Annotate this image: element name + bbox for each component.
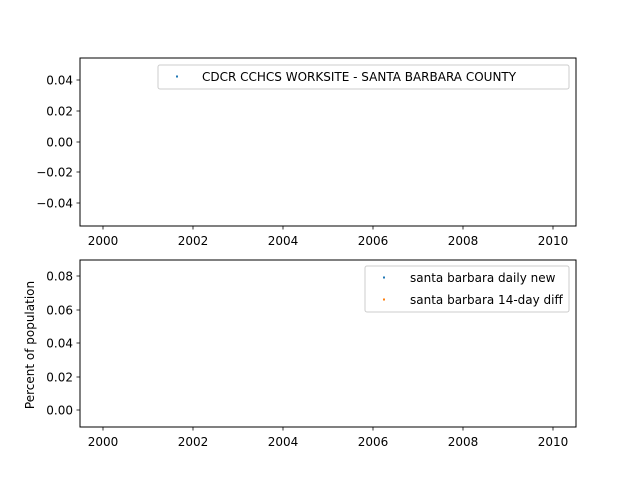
top-y-tick-label: −0.04 (36, 197, 73, 211)
bottom-legend-label-14-day-diff: santa barbara 14-day diff (410, 293, 563, 307)
bottom-y-tick-label: 0.08 (46, 270, 73, 284)
bottom-x-tick-label: 2004 (268, 435, 299, 449)
bottom-chart: 0.08 0.06 0.04 0.02 0.00 Percent of popu… (23, 259, 577, 449)
bottom-y-tick-label: 0.02 (46, 371, 73, 385)
bottom-legend-marker-daily-new (383, 276, 385, 279)
bottom-x-tick-label: 2002 (178, 435, 209, 449)
bottom-legend: santa barbara daily new santa barbara 14… (364, 265, 570, 313)
top-x-tick-label: 2008 (448, 234, 479, 248)
top-y-axis: 0.04 0.02 0.00 −0.02 −0.04 (36, 74, 80, 211)
top-y-tick-label: 0.02 (46, 105, 73, 119)
top-x-tick-label: 2006 (358, 234, 389, 248)
top-y-tick-label: 0.00 (46, 136, 73, 150)
bottom-legend-label-daily-new: santa barbara daily new (410, 271, 556, 285)
bottom-x-tick-label: 2010 (538, 435, 569, 449)
top-legend-label: CDCR CCHCS WORKSITE - SANTA BARBARA COUN… (202, 70, 517, 84)
top-y-tick-label: −0.02 (36, 166, 73, 180)
bottom-legend-box (364, 265, 570, 313)
top-legend-box (157, 64, 570, 90)
top-legend: CDCR CCHCS WORKSITE - SANTA BARBARA COUN… (157, 64, 570, 90)
top-y-tick-label: 0.04 (46, 74, 73, 88)
bottom-x-tick-label: 2008 (448, 435, 479, 449)
top-chart: 0.04 0.02 0.00 −0.02 −0.04 2000 2002 200… (36, 57, 577, 248)
top-legend-marker (176, 75, 178, 78)
bottom-x-tick-label: 2000 (88, 435, 119, 449)
bottom-y-axis: 0.08 0.06 0.04 0.02 0.00 (46, 270, 80, 418)
bottom-x-axis: 2000 2002 2004 2006 2008 2010 (88, 427, 569, 449)
bottom-y-tick-label: 0.06 (46, 304, 73, 318)
top-x-tick-label: 2010 (538, 234, 569, 248)
bottom-y-tick-label: 0.00 (46, 404, 73, 418)
bottom-legend-marker-14-day-diff (383, 298, 385, 301)
top-x-tick-label: 2000 (88, 234, 119, 248)
top-x-axis: 2000 2002 2004 2006 2008 2010 (88, 226, 569, 248)
bottom-x-tick-label: 2006 (358, 435, 389, 449)
bottom-y-tick-label: 0.04 (46, 337, 73, 351)
top-x-tick-label: 2002 (178, 234, 209, 248)
top-x-tick-label: 2004 (268, 234, 299, 248)
bottom-y-axis-label: Percent of population (23, 281, 37, 409)
